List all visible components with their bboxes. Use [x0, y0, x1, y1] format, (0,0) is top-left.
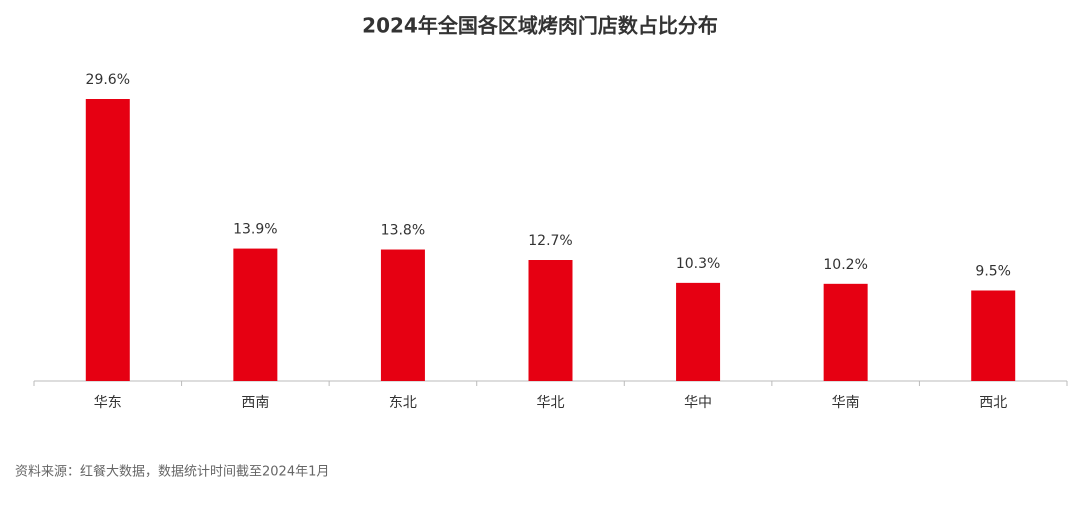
value-label: 12.7% [528, 233, 572, 249]
bar [676, 282, 721, 381]
chart-title: 2024年全国各区域烤肉门店数占比分布 [362, 14, 718, 38]
x-tick-label: 华东 [94, 395, 122, 411]
value-label: 10.2% [823, 257, 867, 273]
value-label: 13.9% [233, 222, 277, 238]
value-label: 29.6% [86, 72, 130, 88]
x-tick-label: 华北 [537, 395, 565, 411]
bar [380, 249, 425, 381]
bar [233, 248, 278, 381]
x-tick-label: 西北 [979, 395, 1007, 411]
source-note: 资料来源：红餐大数据，数据统计时间截至2024年1月 [15, 464, 329, 480]
x-tick-label: 华南 [832, 395, 860, 411]
value-label: 13.8% [381, 223, 425, 239]
x-tick-label: 东北 [389, 395, 417, 411]
x-tick-label: 西南 [241, 395, 269, 411]
bar [823, 283, 868, 381]
value-label: 9.5% [975, 263, 1011, 279]
bar [528, 260, 573, 381]
value-label: 10.3% [676, 256, 720, 272]
bar [971, 290, 1016, 381]
x-tick-label: 华中 [684, 395, 712, 411]
bar [85, 99, 130, 381]
